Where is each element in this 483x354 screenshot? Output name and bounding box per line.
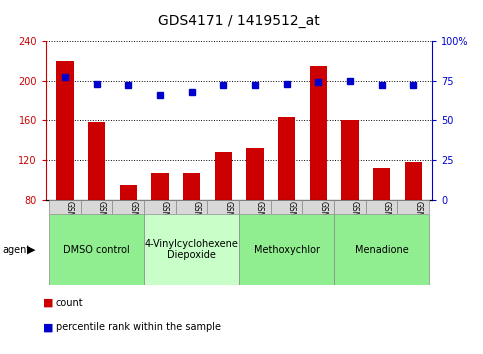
Bar bbox=[239, 214, 334, 285]
Bar bbox=[239, 200, 271, 214]
Bar bbox=[88, 122, 105, 200]
Text: ▶: ▶ bbox=[27, 245, 35, 255]
Bar bbox=[334, 200, 366, 214]
Bar bbox=[119, 185, 137, 200]
Text: ■: ■ bbox=[43, 298, 54, 308]
Text: GSM585560: GSM585560 bbox=[413, 201, 422, 247]
Text: GDS4171 / 1419512_at: GDS4171 / 1419512_at bbox=[158, 14, 320, 28]
Text: DMSO control: DMSO control bbox=[63, 245, 130, 255]
Bar bbox=[271, 200, 302, 214]
Bar bbox=[302, 200, 334, 214]
Bar bbox=[278, 118, 295, 200]
Bar bbox=[207, 200, 239, 214]
Text: Methoxychlor: Methoxychlor bbox=[254, 245, 320, 255]
Text: GSM585550: GSM585550 bbox=[97, 201, 106, 247]
Text: ■: ■ bbox=[43, 322, 54, 332]
Text: GSM585552: GSM585552 bbox=[160, 201, 169, 247]
Text: GSM585549: GSM585549 bbox=[65, 201, 74, 247]
Text: GSM585551: GSM585551 bbox=[128, 201, 137, 247]
Bar bbox=[310, 65, 327, 200]
Bar bbox=[144, 214, 239, 285]
Bar bbox=[151, 173, 169, 200]
Bar bbox=[56, 61, 73, 200]
Bar bbox=[405, 162, 422, 200]
Text: percentile rank within the sample: percentile rank within the sample bbox=[56, 322, 221, 332]
Bar bbox=[246, 148, 264, 200]
Text: GSM585556: GSM585556 bbox=[286, 201, 296, 247]
Text: 4-Vinylcyclohexene
Diepoxide: 4-Vinylcyclohexene Diepoxide bbox=[144, 239, 239, 261]
Bar bbox=[113, 200, 144, 214]
Text: GSM585558: GSM585558 bbox=[350, 201, 359, 247]
Text: GSM585559: GSM585559 bbox=[382, 201, 391, 247]
Text: GSM585553: GSM585553 bbox=[192, 201, 200, 247]
Bar bbox=[334, 214, 429, 285]
Text: GSM585554: GSM585554 bbox=[223, 201, 232, 247]
Bar bbox=[49, 214, 144, 285]
Bar bbox=[49, 200, 81, 214]
Text: count: count bbox=[56, 298, 83, 308]
Text: GSM585557: GSM585557 bbox=[318, 201, 327, 247]
Bar bbox=[144, 200, 176, 214]
Text: agent: agent bbox=[2, 245, 30, 255]
Bar bbox=[176, 200, 207, 214]
Text: Menadione: Menadione bbox=[355, 245, 409, 255]
Bar bbox=[214, 152, 232, 200]
Bar bbox=[81, 200, 113, 214]
Bar bbox=[183, 173, 200, 200]
Bar bbox=[341, 120, 359, 200]
Bar bbox=[366, 200, 398, 214]
Text: GSM585555: GSM585555 bbox=[255, 201, 264, 247]
Bar bbox=[373, 168, 390, 200]
Bar bbox=[398, 200, 429, 214]
